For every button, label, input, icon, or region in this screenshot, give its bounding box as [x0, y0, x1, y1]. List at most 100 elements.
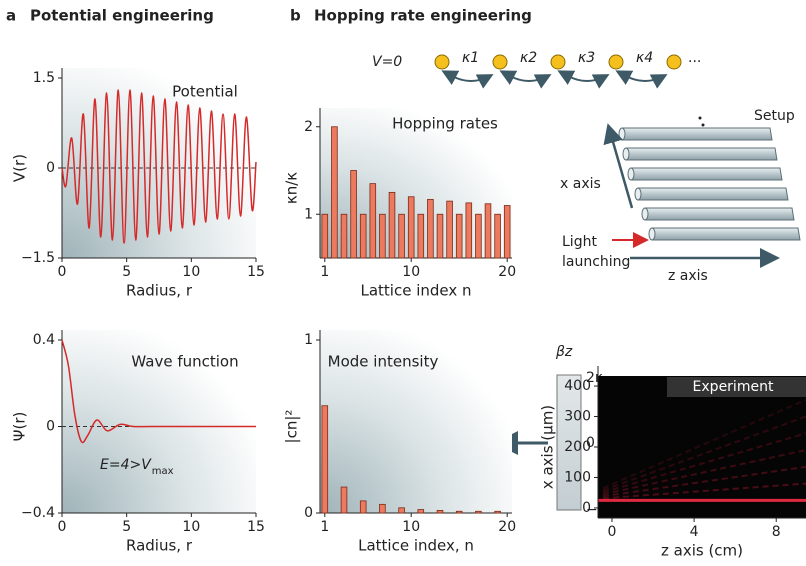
x-tick-label: 10 [402, 264, 420, 280]
bar [389, 192, 395, 258]
waveguide-rods [619, 128, 800, 240]
y-tick-label: 1 [304, 332, 313, 348]
x-tick-label: 8 [772, 524, 781, 540]
x-tick-label: 5 [122, 264, 131, 280]
annotation: Hopping rates [392, 115, 498, 133]
colorbar-title: βz [555, 344, 573, 360]
kappa-label: κ1 [462, 50, 479, 66]
y-tick-label: 200 [564, 439, 591, 455]
annotation: E=4>V [100, 457, 152, 473]
x-tick-label: 15 [247, 264, 265, 280]
kappa-label: κ2 [520, 50, 537, 66]
dot [702, 124, 705, 127]
bar [380, 504, 386, 513]
figure: a Potential engineering b Hopping rate e… [0, 0, 806, 566]
bar [437, 510, 443, 513]
bar [485, 204, 491, 258]
bar [447, 201, 453, 258]
bar [456, 511, 462, 513]
bar [476, 214, 482, 258]
y-tick-label: 0 [304, 505, 313, 521]
panel-label: a [6, 7, 16, 25]
bar [495, 214, 501, 258]
bar [418, 510, 424, 513]
y-axis-title: κn/κ [283, 172, 301, 204]
y-tick-label: 0.4 [33, 332, 55, 348]
x-tick-label: 1 [320, 519, 329, 535]
y-tick-label: 100 [564, 469, 591, 485]
x-axis-title: Radius, r [126, 282, 193, 300]
bar [456, 214, 462, 258]
x-tick-label: 4 [690, 524, 699, 540]
bar [341, 487, 347, 513]
bar [495, 511, 501, 513]
bar [399, 214, 405, 258]
y-tick-label: 1 [304, 206, 313, 222]
kappa-label: κ4 [636, 50, 653, 66]
hopping-arrows [452, 76, 664, 81]
bar [399, 508, 405, 513]
panel-label: b [290, 7, 301, 25]
bar [476, 511, 482, 513]
bar [322, 214, 328, 258]
annotation-sub: max [152, 466, 174, 477]
bar [466, 203, 472, 258]
y-tick-label: 1.5 [33, 70, 55, 86]
bar [408, 197, 414, 258]
y-axis-title: Ψ(r) [11, 412, 29, 442]
y-tick-label: 300 [564, 409, 591, 425]
y-tick-label: −0.4 [21, 505, 55, 521]
bar [332, 127, 338, 258]
y-tick-label: 0 [46, 160, 55, 176]
setup-label: Setup [754, 108, 795, 124]
y-tick-label: 0 [46, 419, 55, 435]
heatmap-image [598, 376, 806, 518]
bar [351, 171, 357, 259]
x-tick-label: 15 [247, 519, 265, 535]
bar [437, 214, 443, 258]
panel-title: Potential engineering [30, 7, 214, 25]
x-tick-label: 0 [608, 524, 617, 540]
y-axis-title: x axis (μm) [539, 405, 557, 489]
x-tick-label: 5 [122, 519, 131, 535]
light-label: Light [562, 234, 597, 250]
bar [370, 184, 376, 258]
y-tick-label: 2 [304, 119, 313, 135]
y-tick-label: 0 [582, 500, 591, 516]
x-axis-title: Lattice index n [360, 282, 471, 300]
x-tick-label: 20 [498, 264, 516, 280]
z-axis-label: z axis [668, 268, 708, 284]
bar [504, 206, 510, 259]
annotation: Experiment [693, 379, 774, 395]
x-tick-label: 0 [58, 264, 67, 280]
x-tick-label: 10 [182, 264, 200, 280]
annotation: Wave function [131, 353, 238, 371]
annotation: Potential [172, 83, 238, 101]
x-tick-label: 10 [182, 519, 200, 535]
dot [699, 117, 702, 120]
panel-title: Hopping rate engineering [314, 7, 532, 25]
bar [428, 199, 434, 258]
bar [341, 214, 347, 258]
x-tick-label: 0 [58, 519, 67, 535]
x-tick-label: 20 [498, 519, 516, 535]
y-tick-label: 400 [564, 378, 591, 394]
annotation: Mode intensity [328, 353, 439, 371]
x-axis-title: z axis (cm) [661, 542, 743, 560]
v0-label: V=0 [372, 54, 402, 70]
x-axis-title: Radius, r [126, 537, 193, 555]
bar [322, 406, 328, 513]
y-axis-title: |cn|² [283, 410, 301, 444]
y-tick-label: −1.5 [21, 250, 55, 266]
y-axis-title: V(r) [11, 154, 29, 182]
x-tick-label: 1 [320, 264, 329, 280]
kappa-label: κ3 [578, 50, 595, 66]
bar [418, 214, 424, 258]
x-axis-title: Lattice index, n [358, 537, 474, 555]
x-axis-label: x axis [560, 176, 601, 192]
bar [360, 501, 366, 513]
x-tick-label: 10 [402, 519, 420, 535]
launching-label: launching [562, 254, 630, 270]
ellipsis: ··· [688, 54, 701, 70]
bar [360, 214, 366, 258]
